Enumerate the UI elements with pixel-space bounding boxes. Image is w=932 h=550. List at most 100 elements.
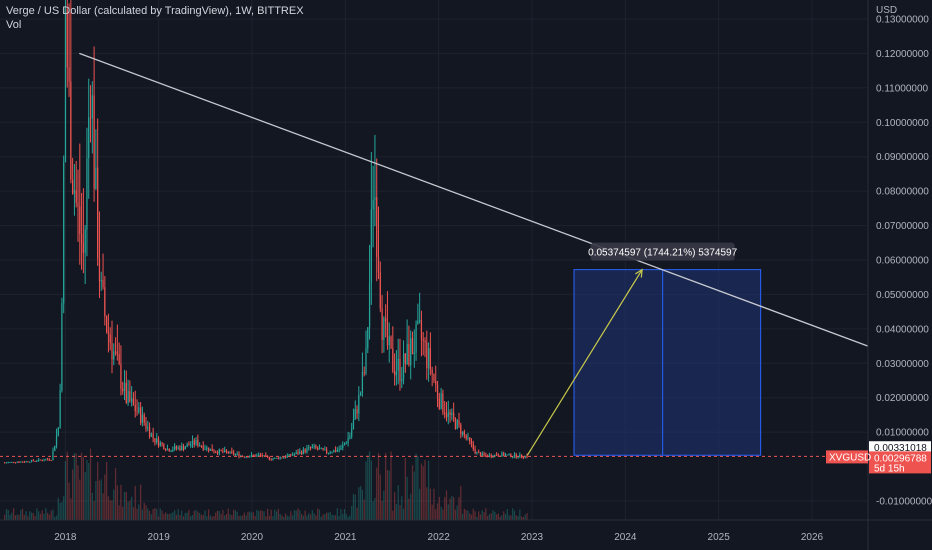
- volume-bar: [184, 512, 186, 520]
- level-price-badge: [869, 441, 931, 455]
- candles: [4, 0, 528, 464]
- volume-bar: [463, 508, 465, 520]
- volume-bar: [395, 503, 398, 520]
- x-tick-label: 2023: [521, 532, 544, 543]
- x-tick-label: 2024: [614, 532, 637, 543]
- volume-bar: [109, 500, 111, 520]
- candle-body: [463, 431, 465, 435]
- candle-body: [268, 457, 271, 460]
- candle-body: [45, 459, 47, 461]
- volume-bar: [513, 510, 516, 520]
- volume-bar: [159, 508, 161, 520]
- volume-bar: [61, 501, 63, 520]
- candle-body: [372, 199, 374, 210]
- candle-body: [422, 339, 424, 341]
- candle-body: [293, 454, 296, 456]
- candle-body: [342, 445, 344, 448]
- candle-body: [435, 380, 437, 385]
- arrow-head: [635, 268, 643, 278]
- volume-bar: [476, 516, 478, 520]
- volume-bar: [250, 512, 253, 520]
- candle-body: [86, 157, 88, 230]
- candle-body: [433, 373, 435, 381]
- candle-body: [494, 454, 496, 457]
- volume-indicator-label[interactable]: Vol: [6, 19, 22, 31]
- volume-bar: [404, 458, 406, 520]
- measure-label: 0.05374597 (1744.21%) 5374597: [588, 242, 738, 261]
- projection-box[interactable]: [573, 269, 762, 456]
- volume-bar: [209, 515, 211, 520]
- symbol-badge: [826, 450, 868, 464]
- candle-body: [354, 409, 356, 420]
- volume-bar: [186, 512, 188, 520]
- candle-body: [18, 462, 20, 464]
- volume-bar: [326, 512, 328, 520]
- volume-bar: [231, 515, 233, 520]
- candle-body: [283, 457, 285, 459]
- volume-bar: [120, 484, 122, 520]
- drawing-lines[interactable]: 0.05374597 (1744.21%) 5374597: [0, 52, 869, 457]
- candle-body: [404, 353, 406, 364]
- candle-body: [207, 447, 210, 451]
- volume-bar: [376, 467, 378, 520]
- volume-bar: [89, 448, 92, 520]
- volume-bar: [129, 500, 131, 520]
- candle-body: [145, 422, 147, 429]
- candle-body: [334, 450, 337, 452]
- volume-bar: [311, 509, 313, 520]
- current-price-badge: [869, 451, 931, 474]
- candle-body: [141, 414, 144, 423]
- candle-body: [186, 444, 188, 448]
- candle-body: [32, 460, 34, 462]
- volume-bar: [12, 508, 15, 520]
- candle-body: [7, 462, 9, 464]
- volume-bar: [27, 516, 29, 520]
- candle-body: [368, 282, 371, 328]
- candle-body: [458, 420, 460, 425]
- volume-bar: [199, 512, 201, 520]
- candle-body: [256, 455, 258, 457]
- volume-bar: [338, 515, 340, 520]
- candle-body: [190, 444, 192, 446]
- volume-bar: [492, 510, 494, 520]
- candle-body: [114, 351, 117, 353]
- volume-bar: [419, 488, 421, 520]
- candle-body: [225, 450, 228, 452]
- candle-body: [460, 424, 462, 435]
- candle-body: [91, 95, 93, 119]
- candle-body: [5, 462, 8, 464]
- volume-bar: [258, 511, 260, 520]
- candle-body: [105, 316, 108, 333]
- volume-bar: [147, 508, 149, 520]
- volume-bar: [23, 514, 25, 520]
- candle-body: [299, 451, 301, 454]
- volume-bar: [520, 516, 523, 520]
- volume-bar: [34, 515, 36, 520]
- volume-bar: [467, 510, 469, 520]
- volume-bar: [318, 509, 321, 520]
- candle-body: [97, 167, 99, 259]
- candle-body: [485, 455, 487, 457]
- volume-bar: [334, 515, 337, 520]
- volume-bar: [299, 510, 301, 520]
- candle-body: [80, 233, 83, 244]
- volume-bar: [154, 508, 156, 520]
- volume-bar: [363, 499, 365, 520]
- volume-bar: [415, 453, 417, 520]
- volume-bar: [510, 515, 512, 520]
- candle-body: [231, 451, 233, 453]
- volume-bar: [243, 512, 245, 520]
- volume-bar: [393, 492, 396, 520]
- volume-bar: [104, 474, 106, 520]
- volume-bar: [123, 491, 126, 520]
- volume-bar: [116, 485, 118, 520]
- x-tick-label: 2019: [148, 532, 171, 543]
- volume-bar: [32, 513, 34, 520]
- volume-bar: [132, 507, 135, 520]
- volume-bar: [238, 515, 240, 520]
- candle-body: [444, 412, 446, 415]
- volume-bar: [236, 511, 238, 520]
- y-tick-label: 0.07000000: [876, 221, 929, 232]
